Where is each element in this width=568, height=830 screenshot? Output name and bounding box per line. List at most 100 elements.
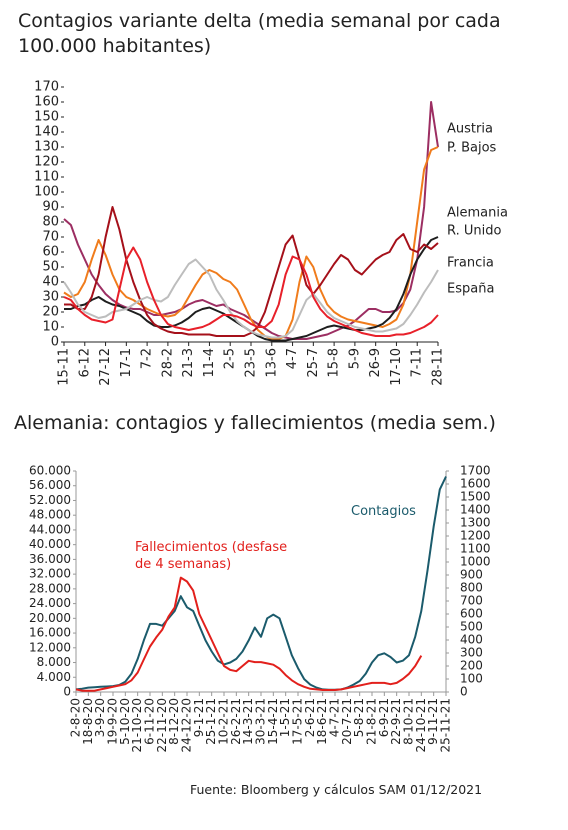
x-tick-label: 7-2	[140, 348, 155, 369]
y2-tick-label: 800	[460, 581, 483, 595]
series-line	[75, 476, 447, 691]
y-tick-label: 24.000	[29, 596, 71, 610]
y2-tick-label: 1600	[460, 477, 491, 491]
x-tick-label: 26-2-21	[229, 698, 243, 745]
y2-tick-label: 700	[460, 594, 483, 608]
x-tick-label: 6-12	[77, 348, 92, 378]
y-tick-label: 100	[34, 185, 59, 200]
y-tick-label: 40	[42, 275, 59, 290]
y-tick-label: 0	[63, 685, 71, 699]
series-line	[64, 206, 439, 337]
source: Fuente: Bloomberg y cálculos SAM 01/12/2…	[190, 782, 483, 797]
x-tick-label: 4-7-21	[328, 698, 342, 737]
x-tick-label: 27-12	[98, 348, 113, 386]
y-tick-label: 48.000	[29, 508, 71, 522]
y-tick-label: 80	[42, 215, 59, 230]
x-tick-label: 15-11	[57, 348, 72, 386]
x-tick-label: 5-8-21	[352, 698, 366, 737]
y-tick-label: 0	[51, 335, 59, 350]
y2-tick-label: 1000	[460, 555, 491, 569]
x-tick-label: 3-9-20	[93, 698, 107, 737]
y2-tick-label: 1500	[460, 490, 491, 504]
y2-tick-label: 1700	[460, 464, 491, 478]
y2-tick-label: 1100	[460, 542, 491, 556]
x-tick-label: 22-9-21	[389, 698, 403, 745]
y-tick-label: 90	[42, 200, 59, 215]
y-tick-label: 4.000	[37, 670, 71, 684]
y-tick-label: 20.000	[29, 611, 71, 625]
y-tick-label: 60.000	[29, 464, 71, 478]
x-tick-label: 22-11-20	[155, 698, 169, 752]
x-tick-label: 17-5-21	[291, 698, 305, 745]
y-tick-label: 36.000	[29, 552, 71, 566]
series-line	[75, 576, 423, 692]
y-tick-label: 20	[42, 305, 59, 320]
x-tick-label: 25-1-21	[204, 698, 218, 745]
x-tick-label: 24-12-20	[180, 698, 194, 752]
x-tick-label: 18-8-20	[81, 698, 95, 745]
y-tick-label: 160	[34, 95, 59, 110]
y-tick-label: 32.000	[29, 567, 71, 581]
x-tick-label: 17-10	[389, 348, 404, 386]
x-tick-label: 2-6-21	[303, 698, 317, 737]
x-tick-label: 25-7	[306, 348, 321, 378]
y-tick-label: 52.000	[29, 493, 71, 507]
x-tick-label: 24-10-21	[414, 698, 428, 752]
legend-label: Alemania	[447, 206, 508, 221]
x-tick-label: 17-1	[119, 348, 134, 378]
y2-tick-label: 300	[460, 646, 483, 660]
legend-label: R. Unido	[447, 224, 501, 239]
y2-tick-label: 500	[460, 620, 483, 634]
x-tick-label: 20-7-21	[340, 698, 354, 745]
y-tick-label: 40.000	[29, 537, 71, 551]
x-tick-label: 14-3-21	[241, 698, 255, 745]
x-tick-label: 2-8-20	[69, 698, 83, 737]
x-tick-label: 5-10-20	[118, 698, 132, 745]
y2-tick-label: 1400	[460, 503, 491, 517]
y2-tick-label: 0	[460, 685, 468, 699]
legend-label: Austria	[447, 122, 493, 137]
x-tick-label: 5-9	[347, 348, 362, 369]
x-tick-label: 9-11-21	[426, 698, 440, 745]
y-tick-label: 140	[34, 125, 59, 140]
y2-tick-label: 200	[460, 659, 483, 673]
x-tick-label: 13-6	[264, 348, 279, 378]
x-tick-label: 1-5-21	[278, 698, 292, 737]
x-tick-label: 8-10-21	[402, 698, 416, 745]
series-line	[63, 246, 439, 337]
legend-label: Francia	[447, 256, 494, 271]
y-tick-label: 60	[42, 245, 59, 260]
y-tick-label: 110	[34, 170, 59, 185]
y-tick-label: 28.000	[29, 581, 71, 595]
y-tick-label: 30	[42, 290, 59, 305]
x-tick-label: 21-3	[181, 348, 196, 378]
y-tick-label: 130	[34, 140, 59, 155]
x-tick-label: 21-8-21	[365, 698, 379, 745]
x-tick-label: 28-2	[160, 348, 175, 378]
y-tick-label: 8.000	[37, 655, 71, 669]
y2-tick-label: 1200	[460, 529, 491, 543]
x-tick-label: 23-5	[244, 348, 259, 378]
annotation: Fallecimientos (desfase de 4 semanas)	[135, 540, 288, 572]
x-tick-label: 30-3-21	[254, 698, 268, 745]
x-tick-label: 8-12-20	[167, 698, 181, 745]
y-tick-label: 50	[42, 260, 59, 275]
y-tick-label: 10	[42, 320, 59, 335]
x-tick-label: 9-1-21	[192, 698, 206, 737]
x-tick-label: 6-11-20	[143, 698, 157, 745]
y2-tick-label: 1300	[460, 516, 491, 530]
y2-tick-label: 900	[460, 568, 483, 582]
x-tick-label: 15-4-21	[266, 698, 280, 745]
y-tick-label: 150	[34, 110, 59, 125]
x-tick-label: 26-9	[368, 348, 383, 378]
x-tick-label: 19-9-20	[106, 698, 120, 745]
legend-label: P. Bajos	[447, 141, 497, 156]
x-tick-label: 21-10-20	[130, 698, 144, 752]
x-tick-label: 15-8	[327, 348, 342, 378]
y-tick-label: 12.000	[29, 640, 71, 654]
y-tick-label: 44.000	[29, 522, 71, 536]
y-tick-label: 16.000	[29, 626, 71, 640]
x-tick-label: 7-11	[410, 348, 425, 378]
